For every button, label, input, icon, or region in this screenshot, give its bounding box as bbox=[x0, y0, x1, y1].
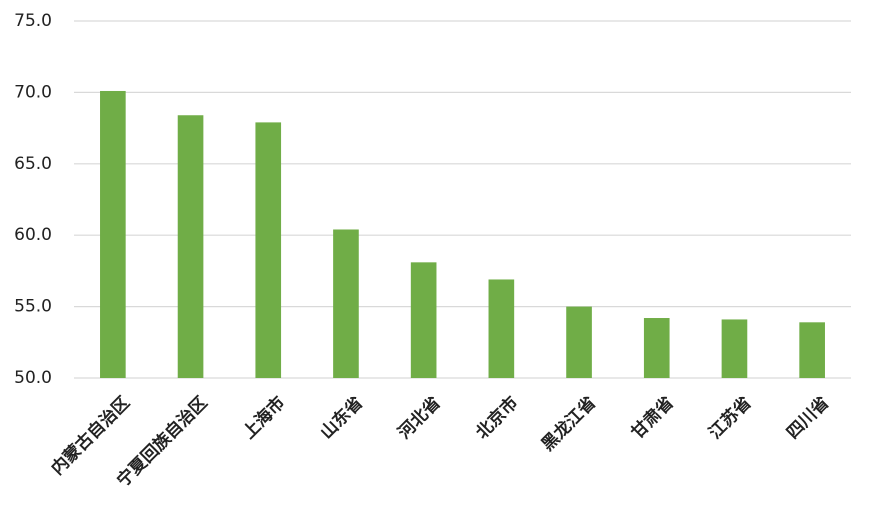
x-tick-label: 黑龙江省 bbox=[537, 392, 600, 455]
bar bbox=[255, 122, 282, 378]
bar bbox=[643, 318, 670, 378]
bar bbox=[333, 229, 359, 378]
x-tick-label: 内蒙古自治区 bbox=[47, 392, 134, 479]
y-tick-label: 50.0 bbox=[14, 368, 52, 388]
y-tick-label: 65.0 bbox=[14, 154, 52, 174]
bar bbox=[177, 115, 204, 379]
x-tick-label: 北京市 bbox=[472, 392, 523, 443]
x-tick-label: 四川省 bbox=[782, 392, 833, 443]
bar bbox=[410, 262, 437, 378]
x-tick-label: 河北省 bbox=[394, 392, 445, 443]
y-tick-label: 60.0 bbox=[14, 225, 52, 245]
bar bbox=[488, 279, 515, 378]
y-tick-label: 55.0 bbox=[14, 297, 52, 317]
x-tick-label: 山东省 bbox=[316, 392, 367, 443]
bar bbox=[721, 319, 748, 378]
bar bbox=[566, 306, 592, 378]
y-tick-label: 70.0 bbox=[14, 82, 52, 102]
x-tick-label: 甘肃省 bbox=[627, 392, 678, 443]
x-tick-label: 江苏省 bbox=[705, 392, 756, 443]
bar bbox=[100, 90, 126, 379]
y-tick-label: 75.0 bbox=[14, 11, 52, 31]
bar bbox=[799, 322, 825, 378]
x-tick-label: 上海市 bbox=[238, 392, 289, 443]
